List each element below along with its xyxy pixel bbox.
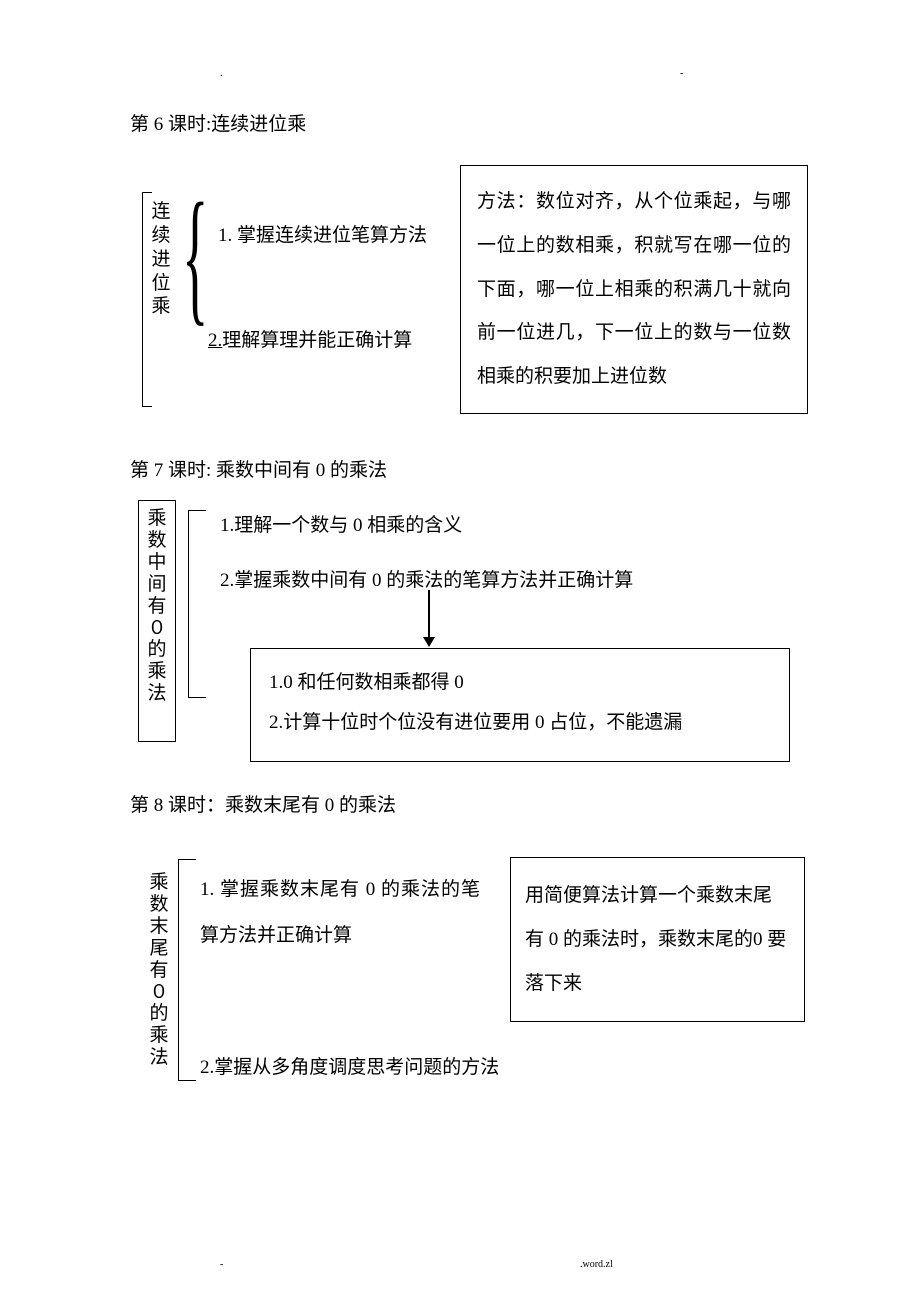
- lesson8-section: 乘数末尾有０的乘法 1. 掌握乘数末尾有 0 的乘法的笔算方法并正确计算 2.掌…: [130, 857, 810, 1097]
- lesson7-rules-box: 1.0 和任何数相乘都得 0 2.计算十位时个位没有进位要用 0 占位，不能遗漏: [250, 648, 790, 762]
- lesson8-item1: 1. 掌握乘数末尾有 0 的乘法的笔算方法并正确计算: [200, 867, 480, 958]
- lesson7-brace: [188, 510, 206, 698]
- page-content: 第 6 课时:连续进位乘 连续进位乘 { 1. 掌握连续进位笔算方法 2.理解算…: [130, 60, 810, 1097]
- lesson6-section: 连续进位乘 { 1. 掌握连续进位笔算方法 2.理解算理并能正确计算 方法：数位…: [130, 170, 810, 460]
- lesson7-box-line2: 2.计算十位时个位没有进位要用 0 占位，不能遗漏: [269, 703, 771, 743]
- footer-text: .word.zl: [580, 1259, 613, 1270]
- lesson7-item1: 1.理解一个数与 0 相乘的含义: [220, 510, 462, 537]
- lesson6-title: 第 6 课时:连续进位乘: [130, 110, 810, 140]
- lesson6-item2: 2.理解算理并能正确计算: [208, 325, 412, 352]
- lesson6-item2-text: 理解算理并能正确计算: [222, 330, 412, 351]
- lesson6-method-box: 方法：数位对齐，从个位乘起，与哪一位上的数相乘，积就写在哪一位的下面，哪一位上相…: [460, 165, 808, 413]
- footer-dash: -: [220, 1259, 223, 1270]
- lesson8-method-box: 用简便算法计算一个乘数末尾有 0 的乘法时，乘数末尾的0 要落下来: [510, 857, 805, 1022]
- lesson6-item2-num: 2.: [208, 330, 222, 351]
- lesson7-arrow: [428, 590, 430, 645]
- lesson6-vertical-label: 连续进位乘: [150, 200, 172, 319]
- lesson7-vertical-label: 乘数中间有０的乘法: [146, 508, 168, 705]
- lesson8-vertical-label: 乘数末尾有０的乘法: [148, 872, 170, 1069]
- lesson6-brace: {: [182, 170, 208, 343]
- lesson7-section: 乘数中间有０的乘法 1.理解一个数与 0 相乘的含义 2.掌握乘数中间有 0 的…: [130, 500, 810, 780]
- lesson6-item1: 1. 掌握连续进位笔算方法: [218, 220, 427, 247]
- lesson8-brace: [178, 859, 196, 1081]
- lesson7-item2: 2.掌握乘数中间有 0 的乘法的笔算方法并正确计算: [220, 565, 633, 592]
- lesson8-title: 第 8 课时：乘数末尾有 0 的乘法: [130, 790, 810, 817]
- lesson7-box-line1: 1.0 和任何数相乘都得 0: [269, 663, 771, 703]
- lesson8-item2: 2.掌握从多角度调度思考问题的方法: [200, 1052, 499, 1079]
